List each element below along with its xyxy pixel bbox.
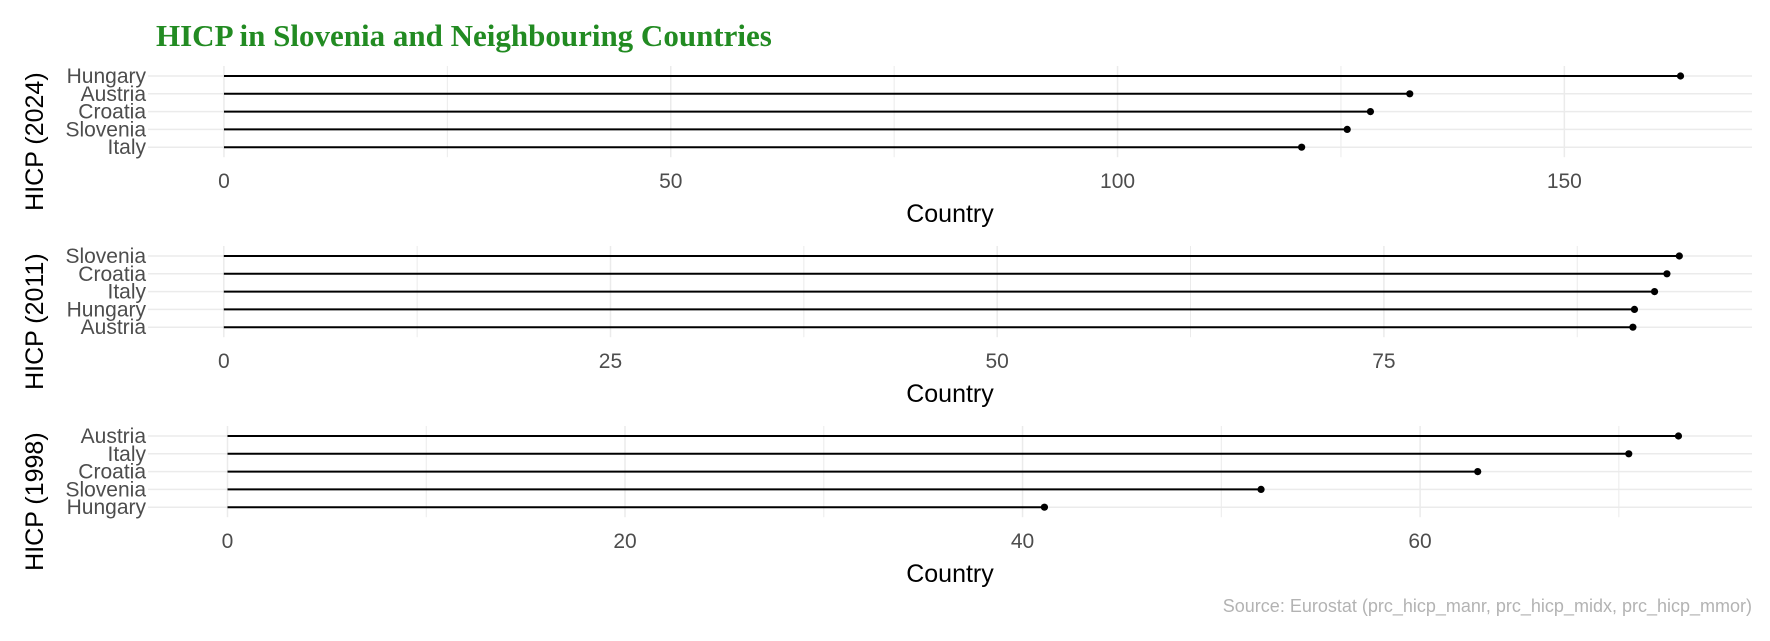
category-label: Austria xyxy=(81,425,147,448)
category-label: Italy xyxy=(107,136,146,159)
x-tick-label: 0 xyxy=(218,350,230,373)
x-tick-label: 40 xyxy=(1011,530,1034,553)
x-axis-title: Country xyxy=(906,200,994,228)
category-label: Hungary xyxy=(67,65,147,88)
lollipop-point xyxy=(1257,485,1265,493)
x-tick-label: 50 xyxy=(985,350,1008,373)
x-tick-label: 0 xyxy=(222,530,234,553)
lollipop-point xyxy=(1298,143,1306,151)
x-tick-label: 25 xyxy=(599,350,622,373)
lollipop-point xyxy=(1663,270,1671,278)
lollipop-point xyxy=(1406,90,1414,98)
category-label: Slovenia xyxy=(65,478,146,501)
category-label: Croatia xyxy=(78,461,146,484)
lollipop-point xyxy=(1040,503,1049,511)
lollipop-point xyxy=(1650,288,1659,296)
category-label: Hungary xyxy=(67,496,147,519)
chart-title: HICP in Slovenia and Neighbouring Countr… xyxy=(156,18,772,53)
category-label: Slovenia xyxy=(65,118,146,141)
x-tick-label: 20 xyxy=(613,530,636,553)
category-label: Austria xyxy=(81,316,147,339)
lollipop-point xyxy=(1630,305,1639,313)
lollipop-point xyxy=(1629,323,1637,331)
lollipop-point xyxy=(1366,108,1375,116)
lollipop-point xyxy=(1675,252,1683,260)
y-axis-title: HICP (2011) xyxy=(21,253,49,390)
x-tick-label: 75 xyxy=(1372,350,1395,373)
category-label: Croatia xyxy=(78,263,146,286)
category-label: Italy xyxy=(107,281,146,304)
y-axis-title: HICP (2024) xyxy=(21,72,49,211)
category-label: Austria xyxy=(81,83,147,106)
x-tick-label: 60 xyxy=(1408,530,1431,553)
x-tick-label: 150 xyxy=(1547,170,1582,193)
category-label: Croatia xyxy=(78,101,146,124)
x-axis-title: Country xyxy=(906,380,994,408)
lollipop-point xyxy=(1343,125,1351,133)
y-axis-title: HICP (1998) xyxy=(21,432,49,570)
lollipop-point xyxy=(1676,72,1685,80)
lollipop-point xyxy=(1674,432,1683,440)
x-tick-label: 0 xyxy=(218,170,230,193)
x-tick-label: 100 xyxy=(1100,170,1135,193)
chart-source: Source: Eurostat (prc_hicp_manr, prc_hic… xyxy=(1223,596,1752,617)
x-tick-label: 50 xyxy=(659,170,682,193)
x-axis-title: Country xyxy=(906,560,994,588)
category-label: Hungary xyxy=(67,298,147,321)
lollipop-point xyxy=(1474,468,1482,476)
category-label: Slovenia xyxy=(65,245,146,268)
category-label: Italy xyxy=(107,443,146,466)
lollipop-point xyxy=(1625,450,1633,458)
